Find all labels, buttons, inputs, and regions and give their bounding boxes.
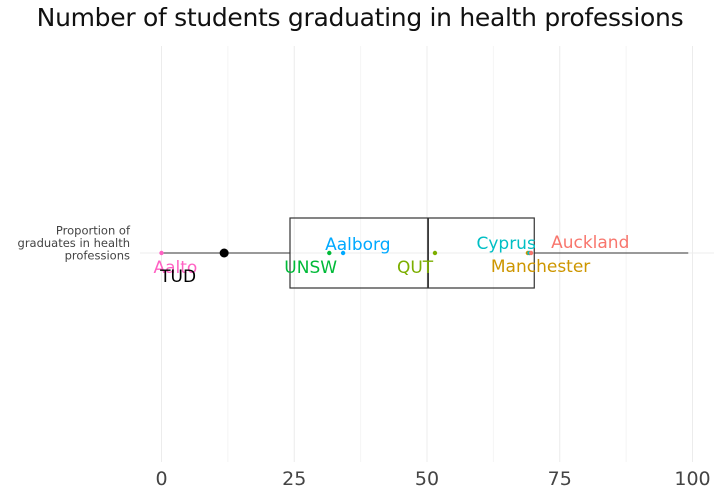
point-label-aalto: Aalto (154, 258, 198, 278)
chart-title: Number of students graduating in health … (36, 3, 684, 32)
data-point-qut (432, 250, 438, 256)
category-label-line: professions (65, 249, 130, 263)
point-label-cyprus: Cyprus (476, 234, 535, 254)
x-tick-label: 100 (674, 468, 710, 490)
point-label-aalborg: Aalborg (325, 235, 390, 255)
data-point-aalborg (340, 250, 346, 256)
data-point-aalto (159, 250, 164, 256)
x-tick-label: 50 (415, 468, 439, 490)
x-tick-label: 0 (155, 468, 167, 490)
category-label-line: Proportion of (56, 224, 131, 238)
point-label-unsw: UNSW (284, 258, 337, 278)
data-points (159, 248, 534, 258)
point-label-manchester: Manchester (491, 257, 590, 277)
x-tick-label: 25 (282, 468, 306, 490)
point-label-qut: QUT (397, 258, 434, 278)
category-label-line: graduates in health (18, 236, 130, 250)
x-axis-ticks: 0 25 50 75 100 (155, 468, 710, 490)
data-point-unsw (327, 250, 332, 256)
point-label-tud: TUD (159, 267, 196, 287)
x-tick-label: 75 (548, 468, 572, 490)
box-iqr (289, 217, 535, 289)
data-point-auckland (528, 250, 534, 256)
point-label-auckland: Auckland (551, 233, 629, 253)
data-point-tud (219, 248, 229, 258)
